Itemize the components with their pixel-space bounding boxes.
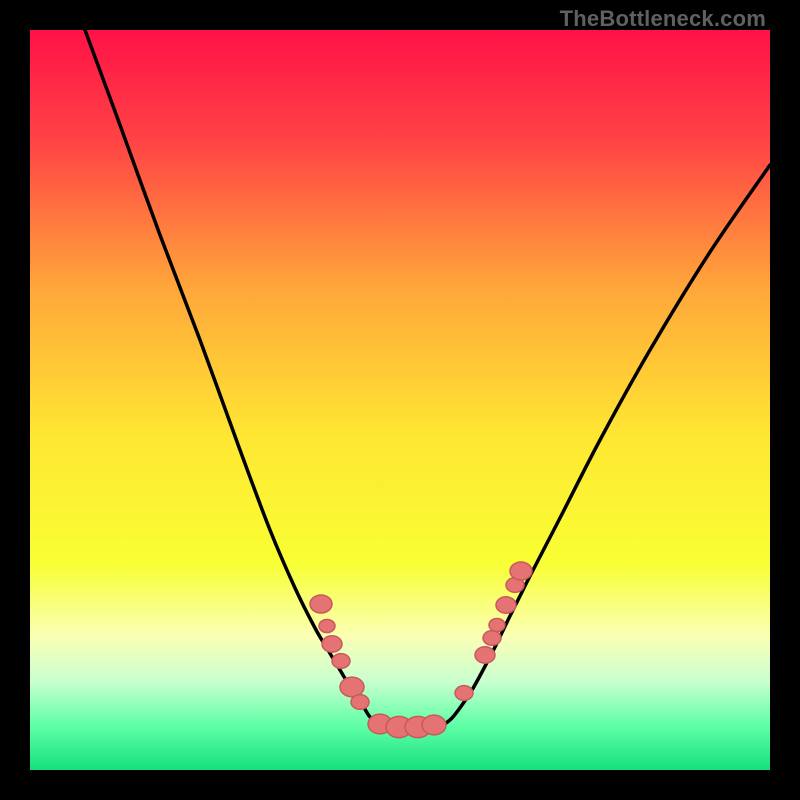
data-marker	[319, 619, 335, 632]
watermark-text: TheBottleneck.com	[560, 6, 766, 32]
data-marker	[351, 695, 369, 710]
plot-area	[30, 30, 770, 770]
data-marker	[322, 636, 342, 652]
plot-svg	[30, 30, 770, 770]
gradient-background	[30, 30, 770, 770]
data-marker	[496, 597, 516, 613]
data-marker	[310, 595, 332, 613]
data-marker	[489, 618, 505, 631]
data-marker	[483, 631, 501, 646]
chart-canvas-frame: TheBottleneck.com	[0, 0, 800, 800]
data-marker	[510, 562, 532, 580]
data-marker	[422, 715, 446, 735]
data-marker	[455, 686, 473, 701]
data-marker	[475, 647, 495, 663]
data-marker	[332, 654, 350, 669]
